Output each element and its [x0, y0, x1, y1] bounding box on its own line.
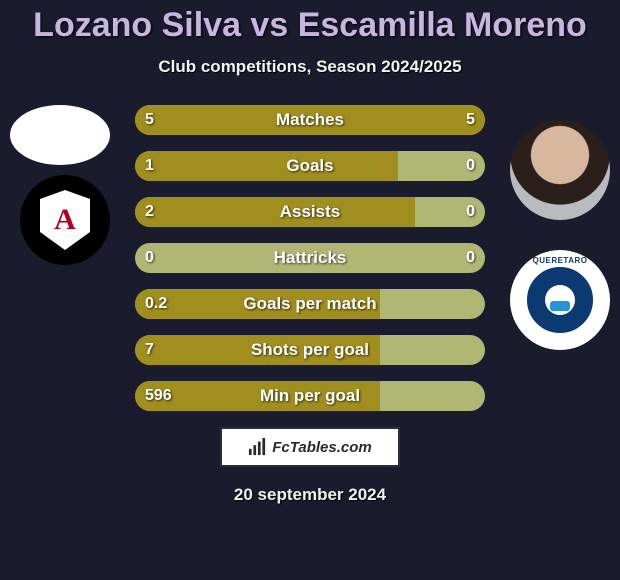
stat-row: Matches5 5 [135, 105, 485, 135]
stat-left-value: 596 [145, 381, 172, 411]
logo-text: FcTables.com [272, 439, 371, 456]
stat-label: Goals per match [135, 289, 485, 319]
stat-label: Hattricks [135, 243, 485, 273]
stat-right-value: 0 [466, 197, 475, 227]
club-left-crest: A [20, 175, 110, 265]
stat-right-value: 0 [466, 151, 475, 181]
stat-row: Assists2 0 [135, 197, 485, 227]
stat-label: Goals [135, 151, 485, 181]
stat-label: Assists [135, 197, 485, 227]
stat-left-value: 0 [145, 243, 154, 273]
player-left-avatar [10, 105, 110, 165]
page-title: Lozano Silva vs Escamilla Moreno [0, 0, 620, 45]
stat-left-value: 0.2 [145, 289, 167, 319]
stat-label: Matches [135, 105, 485, 135]
stat-left-value: 1 [145, 151, 154, 181]
club-left-shield: A [40, 190, 90, 250]
stat-row: Hattricks0 0 [135, 243, 485, 273]
fctables-logo[interactable]: FcTables.com [220, 427, 400, 467]
stat-left-value: 2 [145, 197, 154, 227]
stats-bars: Matches55Goals10Assists20Hattricks00Goal… [135, 105, 485, 411]
club-left-letter: A [54, 203, 76, 237]
date-text: 20 september 2024 [0, 485, 620, 505]
player-right-avatar [510, 120, 610, 220]
stat-right-value: 5 [466, 105, 475, 135]
stat-left-value: 5 [145, 105, 154, 135]
stat-label: Min per goal [135, 381, 485, 411]
subtitle: Club competitions, Season 2024/2025 [0, 57, 620, 77]
club-right-text: QUERETARO [532, 256, 587, 265]
stat-row: Min per goal596 [135, 381, 485, 411]
stat-row: Goals1 0 [135, 151, 485, 181]
club-right-badge [527, 267, 593, 333]
stat-left-value: 7 [145, 335, 154, 365]
chart-icon [248, 438, 266, 456]
stat-label: Shots per goal [135, 335, 485, 365]
stat-row: Shots per goal7 [135, 335, 485, 365]
stat-right-value: 0 [466, 243, 475, 273]
club-right-crest: QUERETARO [510, 250, 610, 350]
stat-row: Goals per match0.2 [135, 289, 485, 319]
